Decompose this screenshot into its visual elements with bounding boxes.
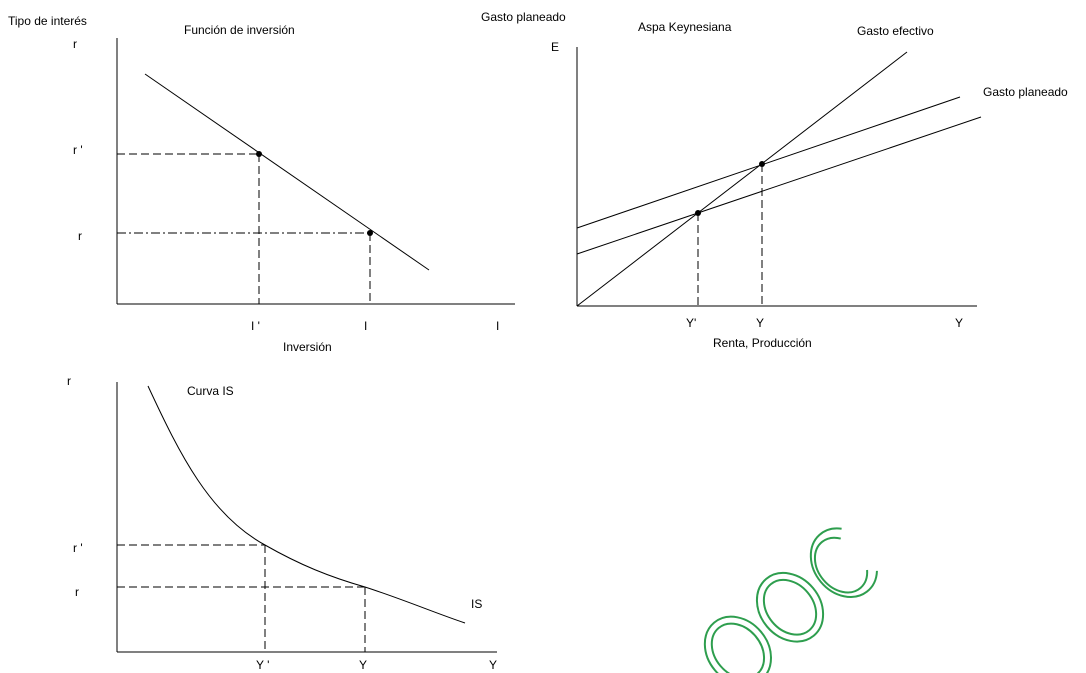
is-title: Curva IS <box>187 384 234 398</box>
is-curve-label: IS <box>471 597 482 611</box>
is-r-tick: r <box>75 585 79 599</box>
investment-i-tick: I <box>364 319 367 333</box>
cross-title: Aspa Keynesiana <box>638 20 732 34</box>
investment-title: Función de inversión <box>184 23 295 37</box>
investment-r-prime-tick: r ' <box>73 143 83 157</box>
cross-y-tick: Y <box>756 316 764 330</box>
keynesian-cross-panel: Gasto planeado Aspa Keynesiana Gasto efe… <box>481 10 1068 350</box>
planned-expenditure-label: Gasto planeado <box>983 85 1068 99</box>
watermark-ring-d-inner <box>710 622 766 673</box>
is-y-tick: Y <box>359 658 367 672</box>
cross-x-label: Renta, Producción <box>713 336 812 350</box>
investment-demand-line <box>144 73 430 271</box>
cross-equilibrium-low <box>695 210 701 216</box>
watermark-ring-c <box>809 527 878 598</box>
is-y-prime-tick: Y ' <box>256 658 269 672</box>
investment-i-end-tick: I <box>496 319 499 333</box>
investment-y-label: Tipo de interés <box>8 14 87 28</box>
actual-expenditure-label: Gasto efectivo <box>857 24 934 38</box>
is-curve-panel: r Curva IS r ' r IS Y ' Y Y <box>67 374 497 672</box>
is-y-end-tick: Y <box>489 658 497 672</box>
investment-x-label: Inversión <box>283 340 332 354</box>
investment-point-high <box>256 151 262 157</box>
actual-expenditure-line <box>576 51 908 307</box>
watermark-ring-c-inner <box>813 536 869 594</box>
is-y-top-tick: r <box>67 374 71 388</box>
cross-header: Gasto planeado <box>481 10 566 24</box>
doc-watermark <box>703 527 878 673</box>
planned-expenditure-low-line <box>576 116 982 255</box>
investment-i-prime-tick: I ' <box>251 319 260 333</box>
watermark-ring-o <box>755 571 825 643</box>
watermark-ring-o-inner <box>762 578 818 636</box>
cross-y-prime-tick: Y' <box>686 316 696 330</box>
investment-r-tick: r <box>78 229 82 243</box>
watermark-ring-d <box>703 615 772 673</box>
cross-equilibrium-high <box>759 161 765 167</box>
cross-y-end-tick: Y <box>955 316 963 330</box>
is-r-prime-tick: r ' <box>73 541 83 555</box>
planned-expenditure-high-line <box>576 96 961 229</box>
investment-panel: Tipo de interés r Función de inversión r… <box>8 14 515 354</box>
investment-y-top-tick: r <box>73 37 77 51</box>
cross-e-label: E <box>551 40 559 54</box>
investment-point-low <box>367 230 373 236</box>
is-curve-line <box>147 385 466 624</box>
